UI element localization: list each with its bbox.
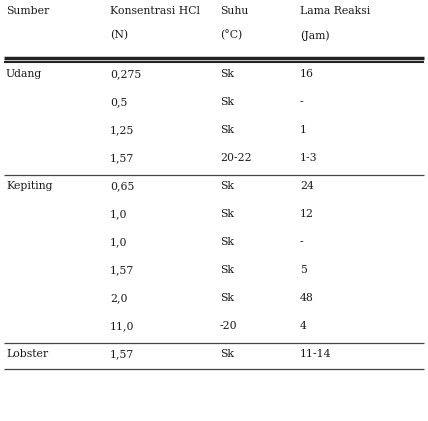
Text: Suhu: Suhu bbox=[220, 6, 248, 16]
Text: 48: 48 bbox=[300, 293, 314, 303]
Text: Lobster: Lobster bbox=[6, 349, 48, 359]
Text: 1,0: 1,0 bbox=[110, 237, 128, 247]
Text: 1,57: 1,57 bbox=[110, 349, 134, 359]
Text: Sk: Sk bbox=[220, 265, 234, 275]
Text: 0,65: 0,65 bbox=[110, 181, 134, 191]
Text: (Jam): (Jam) bbox=[300, 30, 330, 40]
Text: 24: 24 bbox=[300, 181, 314, 191]
Text: 1,57: 1,57 bbox=[110, 265, 134, 275]
Text: Sk: Sk bbox=[220, 349, 234, 359]
Text: 0,275: 0,275 bbox=[110, 69, 141, 79]
Text: 2,0: 2,0 bbox=[110, 293, 128, 303]
Text: 11-14: 11-14 bbox=[300, 349, 332, 359]
Text: (N): (N) bbox=[110, 30, 128, 40]
Text: 1,0: 1,0 bbox=[110, 209, 128, 219]
Text: Sk: Sk bbox=[220, 293, 234, 303]
Text: Sk: Sk bbox=[220, 125, 234, 135]
Text: 1,57: 1,57 bbox=[110, 153, 134, 163]
Text: 11,0: 11,0 bbox=[110, 321, 134, 331]
Text: 5: 5 bbox=[300, 265, 307, 275]
Text: (°C): (°C) bbox=[220, 30, 242, 40]
Text: 0,5: 0,5 bbox=[110, 97, 128, 107]
Text: Udang: Udang bbox=[6, 69, 42, 79]
Text: 16: 16 bbox=[300, 69, 314, 79]
Text: Kepiting: Kepiting bbox=[6, 181, 53, 191]
Text: 1: 1 bbox=[300, 125, 307, 135]
Text: Sk: Sk bbox=[220, 181, 234, 191]
Text: Sk: Sk bbox=[220, 69, 234, 79]
Text: Sumber: Sumber bbox=[6, 6, 49, 16]
Text: Sk: Sk bbox=[220, 97, 234, 107]
Text: Konsentrasi HCl: Konsentrasi HCl bbox=[110, 6, 200, 16]
Text: 1,25: 1,25 bbox=[110, 125, 134, 135]
Text: 1-3: 1-3 bbox=[300, 153, 318, 163]
Text: -: - bbox=[300, 97, 303, 107]
Text: Sk: Sk bbox=[220, 237, 234, 247]
Text: Lama Reaksi: Lama Reaksi bbox=[300, 6, 370, 16]
Text: -20: -20 bbox=[220, 321, 238, 331]
Text: 4: 4 bbox=[300, 321, 307, 331]
Text: -: - bbox=[300, 237, 303, 247]
Text: 20-22: 20-22 bbox=[220, 153, 252, 163]
Text: 12: 12 bbox=[300, 209, 314, 219]
Text: Sk: Sk bbox=[220, 209, 234, 219]
